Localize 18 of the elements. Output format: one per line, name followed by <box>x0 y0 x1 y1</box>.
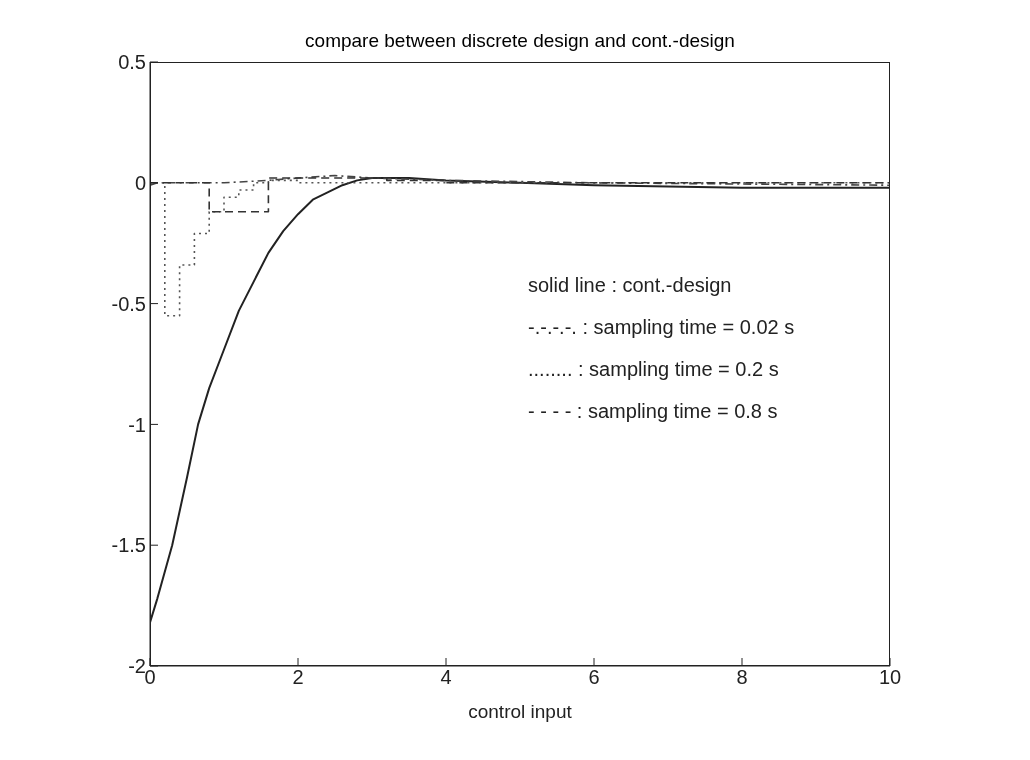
x-axis-title: control input <box>468 701 573 722</box>
line-series <box>150 174 890 187</box>
y-tick-label: -2 <box>128 655 146 678</box>
x-tick-label: 6 <box>588 666 600 689</box>
x-tick-label: 2 <box>292 666 304 689</box>
annotation: - - - - : sampling time = 0.8 s <box>528 400 779 423</box>
y-tick-label: 0.5 <box>118 51 146 74</box>
y-tick-label: -1 <box>128 413 146 436</box>
y-tick-label: -0.5 <box>111 292 146 315</box>
chart-title: compare between discrete design and cont.-design <box>304 30 736 52</box>
y-tick-label: -1.5 <box>111 534 146 557</box>
x-tick-label: 10 <box>878 666 902 689</box>
annotation: solid line : cont.-design <box>528 274 733 297</box>
x-tick-label: 4 <box>440 666 452 689</box>
annotation: ........ : sampling time = 0.2 s <box>528 358 780 381</box>
y-tick-label: 0 <box>134 171 146 194</box>
x-tick-label: 8 <box>736 666 748 689</box>
annotation: -.-.-.-. : sampling time = 0.02 s <box>528 316 795 339</box>
